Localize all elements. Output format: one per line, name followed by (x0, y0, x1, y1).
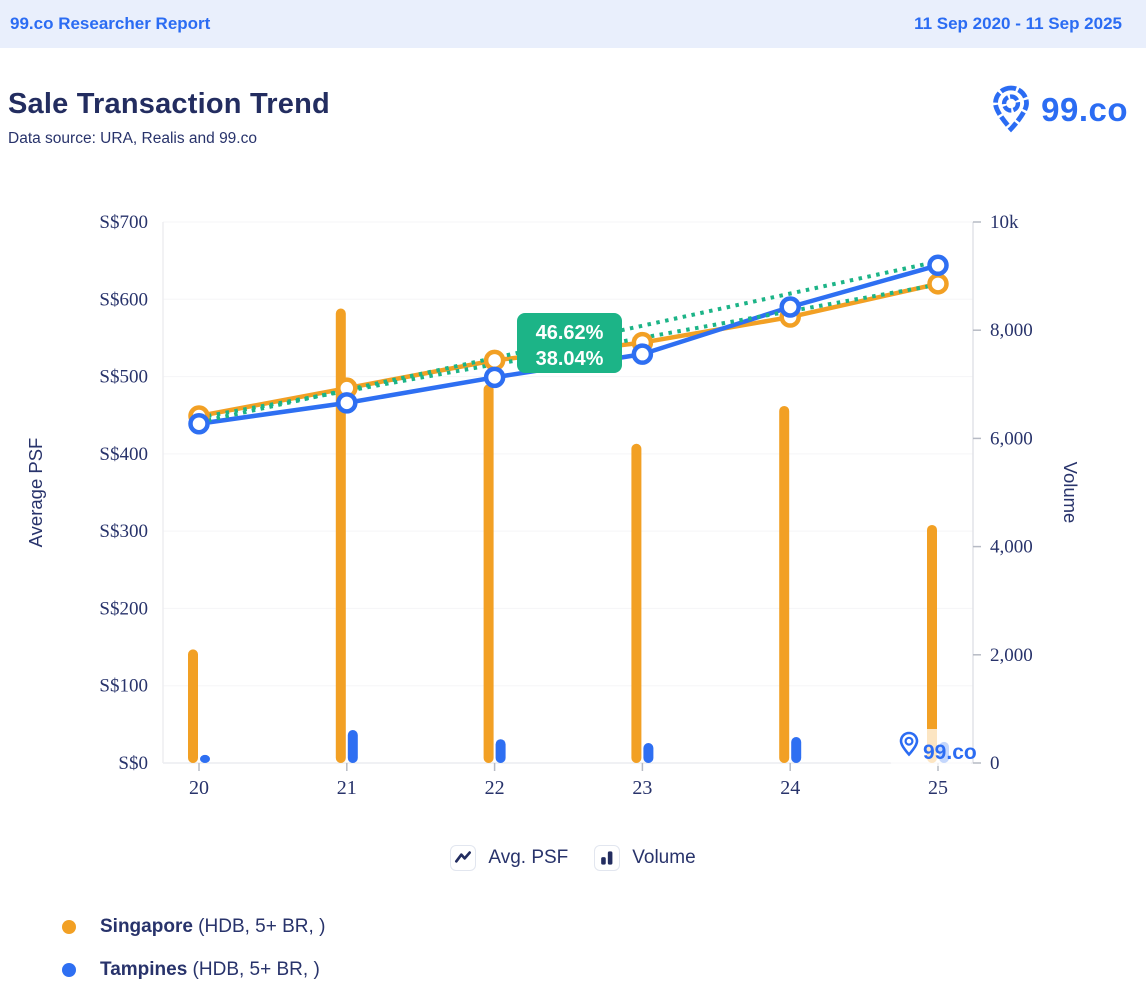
psf-point-tampines-25[interactable] (927, 254, 949, 277)
page-title: Sale Transaction Trend (8, 88, 330, 120)
psf-point-singapore-25[interactable] (927, 273, 949, 295)
x-axis-tick-label: 20 (189, 777, 209, 799)
right-axis-tick-label: 2,000 (990, 645, 1033, 666)
singapore-dot-icon (62, 920, 76, 934)
report-header: 99.co Researcher Report 11 Sep 2020 - 11… (0, 0, 1146, 48)
volume-bar-tampines-23[interactable] (643, 742, 654, 763)
legend-label-volume: Volume (632, 847, 696, 868)
brand-logo: 99.co (989, 84, 1128, 136)
sale-transaction-chart[interactable]: S$0 S$100 S$200 S$300 S$400 S$500 S$600 S$700 0 2… (0, 0, 1146, 830)
left-axis-tick-label: S$400 (99, 444, 148, 465)
watermark-pin-icon (899, 731, 919, 757)
x-axis-tick-label: 21 (337, 777, 357, 799)
tampines-name: Tampines (100, 959, 188, 980)
volume-bar-singapore-23[interactable] (631, 443, 642, 763)
legend-item-avg-psf[interactable]: Avg. PSF (450, 845, 568, 871)
left-axis-tick-label: S$200 (99, 598, 148, 619)
volume-bar-tampines-21[interactable] (347, 729, 358, 763)
volume-bar-singapore-20[interactable] (188, 649, 198, 763)
right-axis-title: Volume (1060, 462, 1081, 524)
chart-title-block: Sale Transaction Trend Data source: URA,… (8, 88, 330, 148)
psf-point-tampines-23[interactable] (631, 343, 654, 365)
volume-bar-singapore-25[interactable] (927, 524, 937, 763)
singapore-filter-suffix: (HDB, 5+ BR, ) (192, 916, 326, 937)
tampines-dot-icon (62, 963, 76, 977)
x-axis-tick-label: 22 (485, 777, 505, 799)
psf-point-tampines-22[interactable] (483, 366, 506, 389)
map-pin-icon (993, 85, 1030, 133)
x-axis-tick-label: 23 (632, 777, 652, 799)
data-source-note: Data source: URA, Realis and 99.co (8, 130, 257, 147)
left-axis-tick-label: S$700 (99, 212, 148, 233)
report-title: 99.co Researcher Report (10, 14, 211, 33)
psf-point-tampines-20[interactable] (188, 412, 210, 435)
watermark-text: 99.co (923, 741, 977, 764)
growth-annotation-badge (517, 313, 622, 373)
watermark-pin-dot (904, 736, 914, 746)
left-axis-tick-label: S$0 (118, 753, 148, 774)
left-axis-tick-label: S$500 (99, 367, 148, 388)
legend-row-tampines[interactable]: Tampines (HDB, 5+ BR, ) (62, 955, 325, 985)
volume-bar-singapore-22[interactable] (483, 384, 494, 763)
right-axis-tick-label: 8,000 (990, 320, 1033, 341)
tampines-filter-suffix: (HDB, 5+ BR, ) (187, 959, 320, 980)
singapore-legend-label: Singapore (HDB, 5+ BR, ) (100, 916, 325, 938)
right-axis-tick-label: 10k (990, 212, 1019, 233)
tampines-legend-label: Tampines (HDB, 5+ BR, ) (100, 959, 320, 981)
volume-bar-singapore-21[interactable] (335, 308, 346, 763)
right-axis-tick-label: 4,000 (990, 537, 1033, 558)
volume-bar-tampines-24[interactable] (791, 737, 802, 763)
legend-label-avg-psf: Avg. PSF (488, 847, 569, 868)
psf-point-tampines-21[interactable] (336, 392, 358, 414)
psf-point-singapore-22[interactable] (483, 349, 506, 372)
growth-annotation-value: 46.62% (536, 322, 604, 344)
left-axis-title: Average PSF (25, 438, 46, 548)
legend-row-singapore[interactable]: Singapore (HDB, 5+ BR, ) (62, 912, 325, 942)
line-chart-icon (450, 845, 477, 871)
volume-bar-tampines-22[interactable] (495, 739, 506, 763)
volume-bar-singapore-24[interactable] (779, 405, 790, 763)
brand-name: 99.co (1041, 91, 1128, 128)
series-legend: Singapore (HDB, 5+ BR, ) Tampines (HDB, … (62, 912, 325, 994)
metric-legend: Avg. PSF Volume (0, 845, 1146, 871)
left-axis-tick-label: S$600 (99, 289, 148, 310)
volume-bar-tampines-20[interactable] (200, 754, 210, 763)
x-axis-tick-label: 24 (780, 777, 800, 799)
right-axis-tick-label: 0 (990, 753, 1000, 774)
chart-canvas[interactable]: S$0 S$100 S$200 S$300 S$400 S$500 S$600 S$700 0 2… (0, 0, 1146, 830)
growth-annotation-value: 38.04% (536, 348, 604, 370)
bar-chart-icon (594, 845, 621, 871)
x-axis-tick-label: 25 (928, 777, 948, 799)
left-axis-tick-label: S$300 (99, 521, 148, 542)
legend-item-volume[interactable]: Volume (594, 845, 696, 871)
report-date-range: 11 Sep 2020 - 11 Sep 2025 (914, 14, 1122, 33)
left-axis-tick-label: S$100 (99, 676, 148, 697)
right-axis-tick-label: 6,000 (990, 428, 1033, 449)
singapore-name: Singapore (100, 916, 193, 937)
psf-point-tampines-24[interactable] (779, 296, 801, 318)
